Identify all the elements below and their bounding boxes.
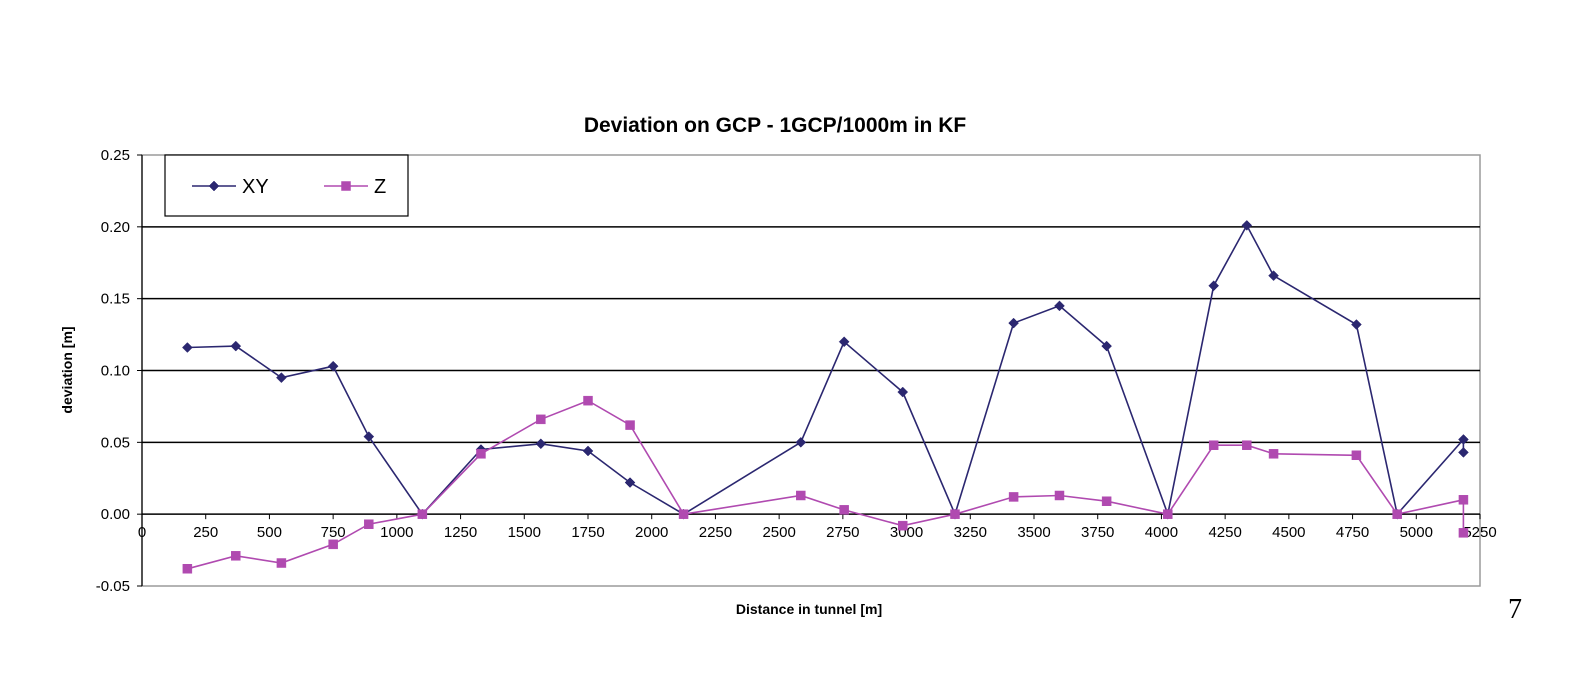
data-point-z — [1458, 495, 1469, 505]
series-group — [182, 220, 1469, 574]
x-tick-label: 2750 — [826, 524, 859, 541]
data-point-z — [476, 449, 486, 459]
x-tick-label: 4500 — [1272, 524, 1305, 541]
x-tick-label: 4750 — [1336, 524, 1369, 541]
data-point-z — [1351, 450, 1362, 461]
data-point-z — [1392, 509, 1402, 519]
data-point-xy — [1458, 447, 1469, 458]
x-tick-label: 250 — [193, 524, 218, 541]
data-point-xy — [535, 438, 547, 450]
x-tick-label: 1500 — [508, 524, 541, 541]
x-tick-label: 4250 — [1208, 524, 1241, 541]
data-point-z — [583, 395, 593, 406]
data-point-z — [1458, 528, 1469, 538]
x-tick-label: 500 — [257, 524, 282, 541]
legend-marker-xy — [208, 180, 220, 192]
data-point-xy — [230, 340, 242, 352]
data-point-z — [1268, 449, 1279, 459]
page-number: 7 — [1508, 594, 1522, 625]
x-tick-label: 3500 — [1017, 524, 1050, 541]
data-point-z — [231, 551, 241, 561]
x-tick-label: 750 — [321, 524, 346, 541]
data-point-z — [1242, 440, 1252, 450]
y-tick-label: 0.05 — [101, 434, 130, 451]
data-point-z — [1163, 509, 1173, 519]
y-axis-ticks: -0.05 0.00 0.05 0.10 0.15 0.20 0.25 — [96, 147, 142, 595]
y-tick-label: 0.25 — [101, 147, 130, 164]
data-point-z — [1008, 492, 1019, 502]
y-tick-label: 0.20 — [101, 219, 130, 236]
legend: XY Z — [164, 154, 409, 217]
data-point-xy — [1208, 280, 1220, 292]
x-tick-label: 5250 — [1463, 524, 1496, 541]
data-point-z — [364, 519, 374, 529]
data-point-xy — [1008, 317, 1019, 329]
data-point-xy — [1351, 319, 1362, 330]
x-tick-label: 1250 — [444, 524, 477, 541]
x-tick-label: 4000 — [1145, 524, 1178, 541]
x-tick-label: 3750 — [1081, 524, 1114, 541]
data-point-z — [276, 558, 287, 568]
data-point-xy — [182, 342, 193, 353]
x-tick-label: 5000 — [1400, 524, 1433, 541]
series-z — [182, 395, 1469, 574]
data-point-z — [182, 564, 193, 574]
data-point-xy — [838, 336, 850, 348]
data-point-xy — [276, 372, 287, 384]
data-point-xy — [624, 477, 636, 488]
x-tick-label: 3250 — [954, 524, 987, 541]
series-line-xy — [187, 223, 1465, 518]
data-point-z — [897, 520, 908, 531]
legend-items: XY Z — [192, 176, 386, 198]
y-tick-label: 0.10 — [101, 363, 130, 380]
data-point-xy — [582, 445, 594, 457]
data-point-z — [417, 509, 428, 519]
data-point-xy — [1458, 434, 1469, 445]
y-tick-label: 0.15 — [101, 291, 130, 308]
data-point-xy — [1241, 220, 1253, 231]
x-tick-label: 2250 — [699, 524, 732, 541]
x-tick-label: 0 — [138, 524, 146, 541]
data-point-xy — [1054, 300, 1065, 312]
data-point-xy — [363, 431, 375, 442]
data-point-z — [536, 414, 546, 425]
legend-label-xy: XY — [242, 176, 269, 198]
data-point-xy — [327, 360, 339, 372]
data-point-z — [1101, 496, 1112, 506]
data-point-z — [839, 505, 849, 515]
x-axis-ticks: 0 250 500 750 1000 1250 1500 1750 2000 2250 2500 27… — [138, 514, 1497, 541]
data-point-z — [1054, 490, 1065, 501]
x-tick-label: 2000 — [635, 524, 668, 541]
data-point-xy — [1101, 340, 1112, 352]
data-point-z — [796, 490, 806, 501]
data-point-xy — [1268, 270, 1279, 282]
y-tick-label: -0.05 — [96, 578, 130, 595]
data-point-z — [678, 509, 689, 519]
y-tick-label: 0.00 — [101, 506, 130, 523]
x-axis-title: Distance in tunnel [m] — [736, 601, 882, 617]
x-tick-label: 1000 — [380, 524, 413, 541]
legend-marker-z — [341, 181, 351, 191]
data-point-z — [950, 509, 960, 519]
chart-title: Deviation on GCP - 1GCP/1000m in KF — [584, 114, 967, 137]
data-point-z — [328, 539, 338, 550]
data-point-xy — [897, 386, 909, 398]
data-point-z — [625, 420, 635, 430]
data-point-xy — [795, 436, 807, 448]
x-tick-label: 1750 — [571, 524, 604, 541]
legend-label-z: Z — [374, 176, 386, 198]
data-point-z — [1208, 440, 1219, 450]
x-tick-label: 2500 — [762, 524, 795, 541]
y-axis-title: deviation [m] — [59, 326, 75, 413]
series-xy — [182, 220, 1469, 520]
